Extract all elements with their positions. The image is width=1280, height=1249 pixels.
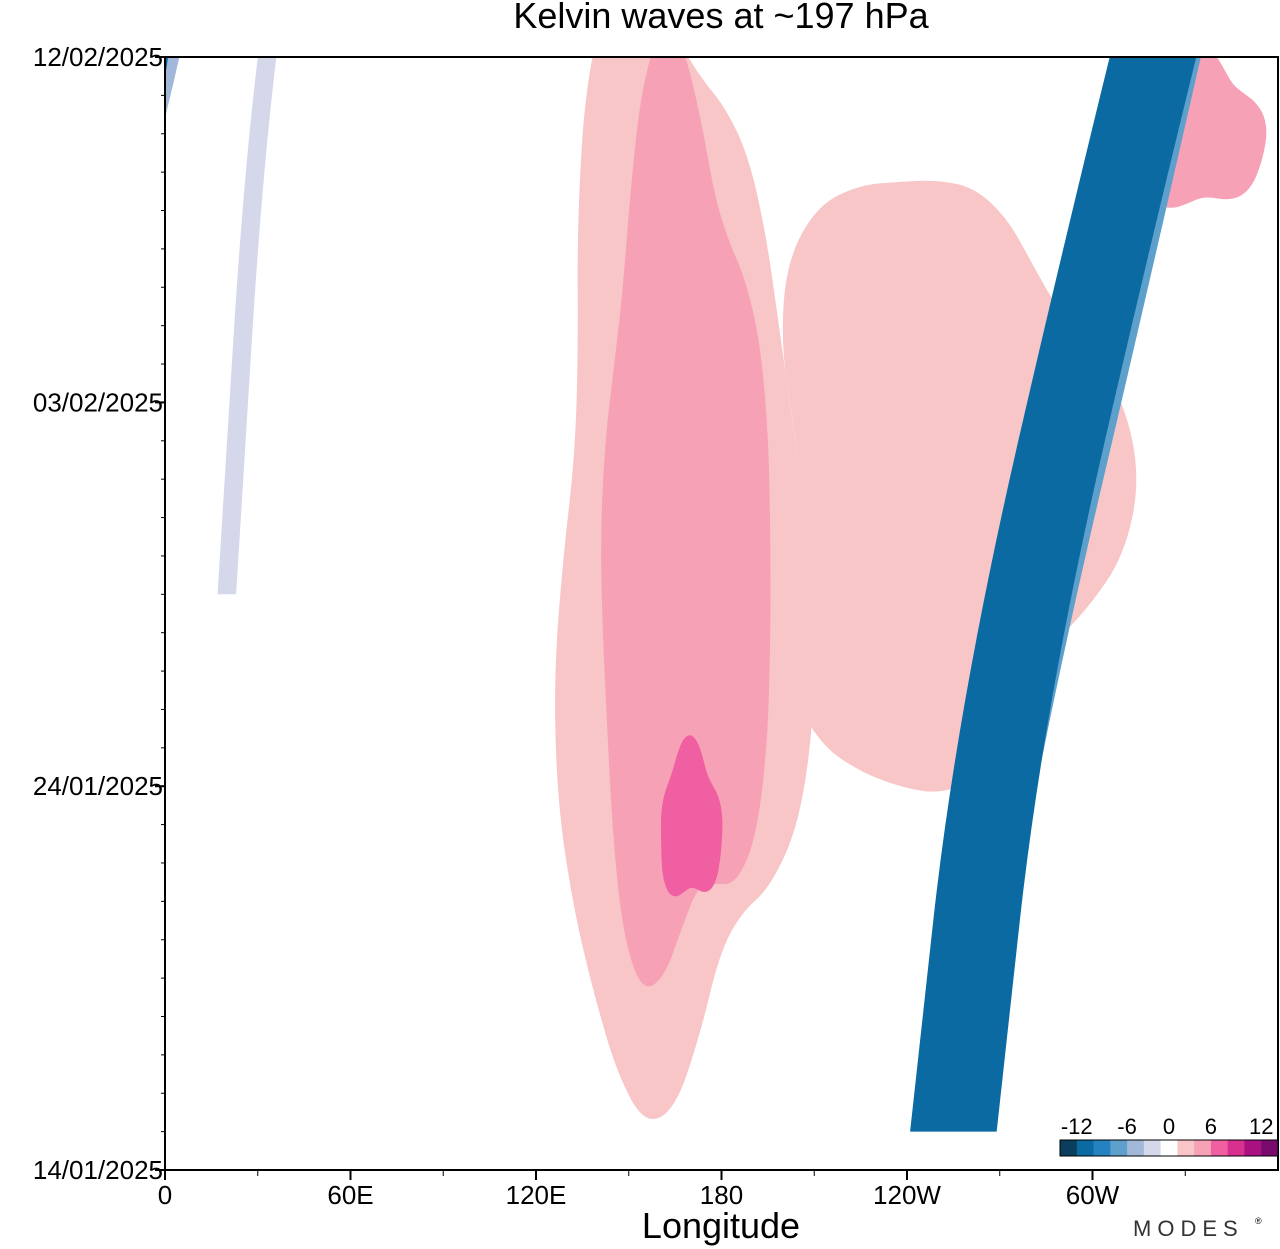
- colorbar-swatch: [1127, 1140, 1145, 1156]
- colorbar-swatch: [1076, 1140, 1095, 1156]
- y-tick-label: 12/02/2025: [33, 42, 163, 72]
- negative-anomaly-region-5: [217, 57, 277, 595]
- colorbar-swatch: [1227, 1140, 1245, 1156]
- y-tick-label: 03/02/2025: [33, 387, 163, 417]
- y-tick-label: 14/01/2025: [33, 1155, 163, 1185]
- x-tick-label: 0: [158, 1180, 172, 1210]
- x-tick-label: 120E: [506, 1180, 567, 1210]
- x-axis-label: Longitude: [642, 1205, 800, 1246]
- colorbar-swatch: [1093, 1140, 1111, 1156]
- colorbar-tick-label: 6: [1205, 1114, 1217, 1139]
- y-axis: 14/01/2025 24/01/2025 03/02/2025 12/02/2025: [33, 42, 165, 1185]
- colorbar-swatch: [1160, 1140, 1178, 1156]
- colorbar-swatch: [1244, 1140, 1262, 1156]
- x-tick-label: 120W: [873, 1180, 941, 1210]
- x-tick-label: 60E: [327, 1180, 373, 1210]
- registered-mark: ®: [1255, 1216, 1262, 1226]
- colorbar-swatch: [1177, 1140, 1195, 1156]
- colorbar-swatch: [1060, 1140, 1078, 1156]
- negative-anomaly-region-11: [910, 57, 1197, 1132]
- x-tick-label: 180: [700, 1180, 743, 1210]
- contour-field: [165, 57, 1267, 1132]
- colorbar-frame: [1059, 1139, 1279, 1157]
- colorbar-swatch: [1143, 1140, 1162, 1156]
- colorbar: -12 -6 0 6 12: [1059, 1114, 1279, 1157]
- x-axis: 0 60E 120E 180 120W 60W: [158, 1170, 1186, 1210]
- x-tick-label: 60W: [1066, 1180, 1120, 1210]
- colorbar-tick-label: -12: [1061, 1114, 1093, 1139]
- positive-anomaly-region-2: [601, 57, 771, 987]
- colorbar-tick-label: 12: [1249, 1114, 1273, 1139]
- colorbar-swatch: [1110, 1140, 1128, 1156]
- colorbar-swatch: [1210, 1140, 1229, 1156]
- negative-anomaly-region-6: [165, 57, 180, 118]
- chart-title: Kelvin waves at ~197 hPa: [513, 0, 929, 36]
- y-tick-label: 24/01/2025: [33, 771, 163, 801]
- colorbar-tick-label: 0: [1163, 1114, 1175, 1139]
- positive-anomaly-region-4: [660, 735, 723, 897]
- colorbar-swatch: [1261, 1140, 1279, 1156]
- modes-logo: MODES: [1133, 1216, 1244, 1241]
- colorbar-tick-label: -6: [1117, 1114, 1137, 1139]
- colorbar-swatch: [1194, 1140, 1212, 1156]
